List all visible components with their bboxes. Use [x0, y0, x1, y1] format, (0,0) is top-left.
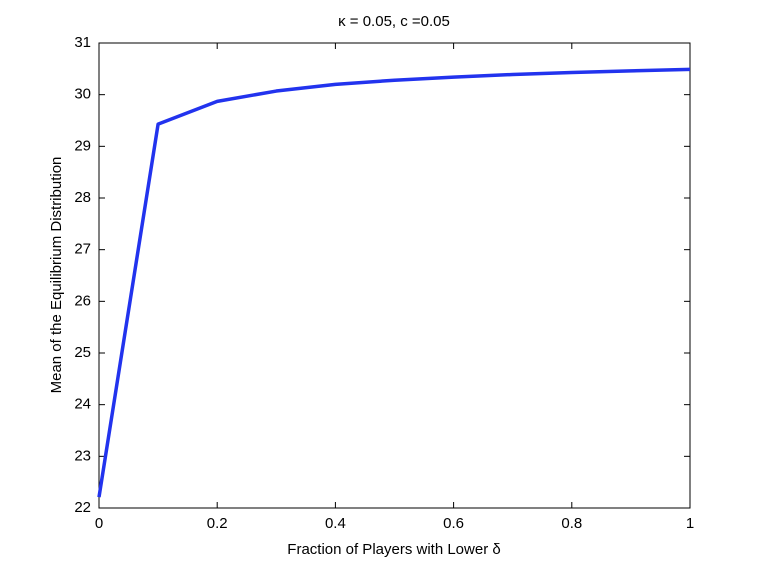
plot-frame [98, 42, 691, 509]
y-axis-label: Mean of the Equilibrium Distribution [48, 157, 65, 394]
x-tick-label: 0.6 [443, 515, 464, 532]
x-tick-label: 0.8 [561, 515, 582, 532]
y-tick-label: 30 [74, 86, 91, 103]
x-tick-label: 0.2 [207, 515, 228, 532]
x-axis-label: Fraction of Players with Lower δ [287, 541, 500, 558]
y-tick-label: 22 [74, 499, 91, 516]
x-tick-label: 0 [95, 515, 103, 532]
x-tick-label: 1 [686, 515, 694, 532]
y-tick-label: 28 [74, 189, 91, 206]
y-tick-label: 31 [74, 34, 91, 51]
y-tick-label: 27 [74, 241, 91, 258]
y-tick-label: 29 [74, 137, 91, 154]
y-tick-label: 25 [74, 344, 91, 361]
y-tick-label: 26 [74, 292, 91, 309]
data-line [97, 67, 691, 498]
x-tick-label: 0.4 [325, 515, 346, 532]
y-tick-label: 23 [74, 447, 91, 464]
y-tick-label: 24 [74, 396, 91, 413]
chart-title: κ = 0.05, c =0.05 [338, 13, 450, 30]
